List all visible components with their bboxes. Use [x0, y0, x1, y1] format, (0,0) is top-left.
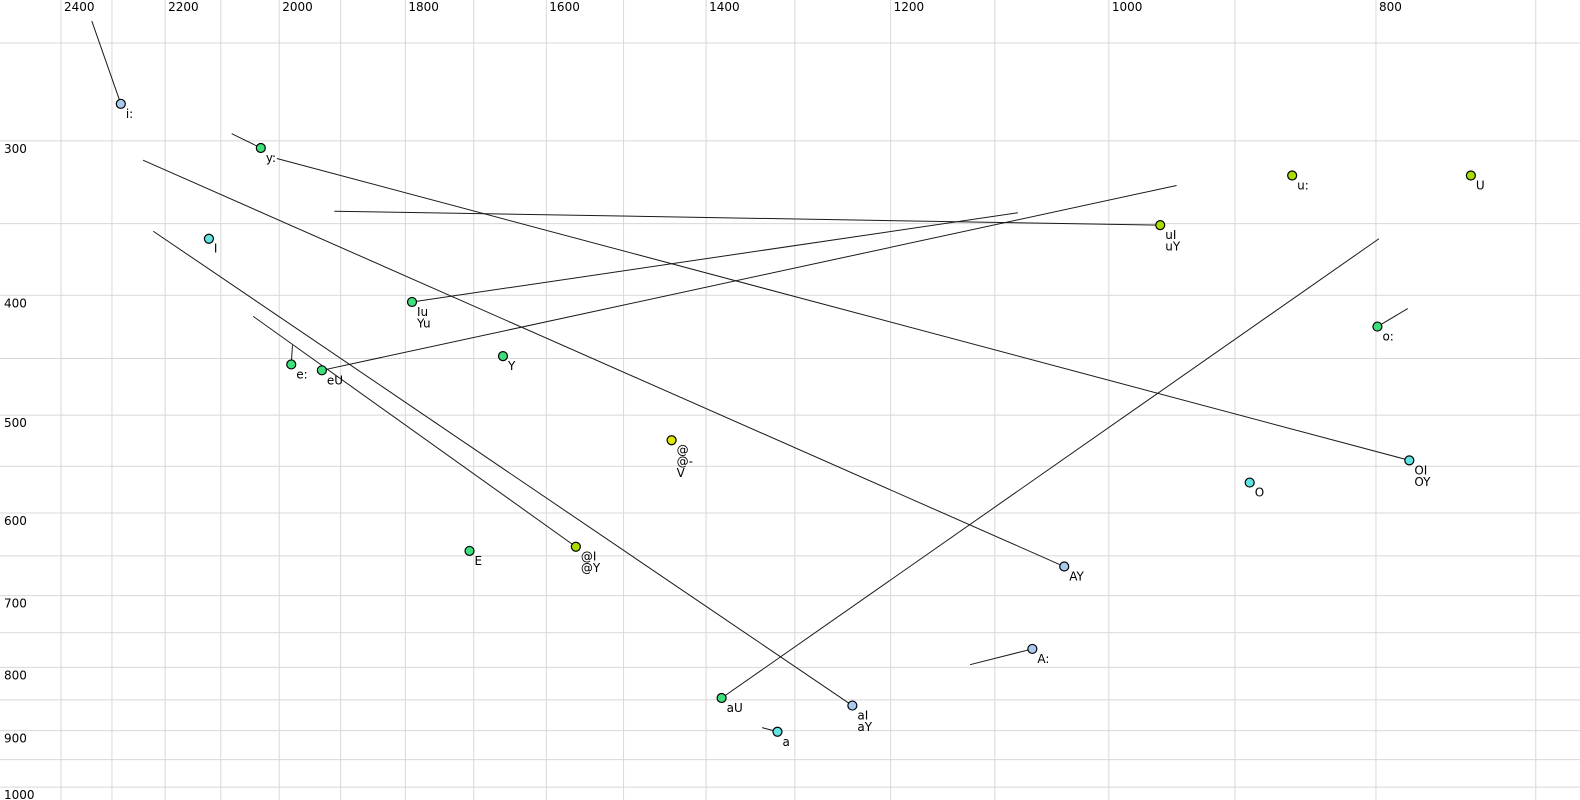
glide-line-@I [252, 315, 577, 548]
vowel-dot-E [464, 545, 475, 557]
x-tick-label-2400: 2400 [64, 0, 95, 14]
glide-line-aI [152, 230, 853, 706]
x-tick-label-1000: 1000 [1112, 0, 1143, 14]
y-tick-label-400: 400 [4, 296, 27, 310]
vowel-label-@: @ [677, 443, 689, 457]
vowel-label-Y: Y [507, 359, 516, 373]
glide-line-AY [142, 159, 1065, 567]
glide-line-A: [969, 648, 1033, 666]
y-tick-label-1000: 1000 [4, 788, 35, 800]
vowel-label-o:: o: [1382, 330, 1393, 344]
vowel-dot-AY [1059, 561, 1070, 572]
glide-line-eU [321, 184, 1177, 371]
vowel-label-aU: aU [727, 701, 743, 715]
vowel-label-@-: @- [677, 455, 693, 469]
vowel-dot-O [1244, 477, 1255, 488]
y-tick-label-600: 600 [4, 514, 27, 528]
glide-line-OI [276, 157, 1410, 461]
vowel-dot-Iu [406, 296, 418, 308]
x-tick-label-2000: 2000 [282, 0, 313, 14]
vowel-dot-U [1465, 170, 1476, 181]
x-tick-label-1600: 1600 [549, 0, 580, 14]
vowel-label-OY: OY [1414, 475, 1431, 489]
vowel-dot-y: [255, 142, 266, 154]
vowel-label-@Y: @Y [581, 561, 601, 575]
vowel-label-aI: aI [857, 709, 868, 723]
vowel-dot-@I [570, 541, 581, 552]
vowel-label-I: I [214, 242, 218, 256]
vowel-label-uI: uI [1165, 228, 1176, 242]
vowel-label-O: O [1255, 486, 1264, 500]
x-tick-label-1800: 1800 [408, 0, 439, 14]
vowel-label-Yu: Yu [416, 316, 431, 330]
vowel-label-OI: OI [1414, 463, 1427, 477]
vowel-label-AY: AY [1069, 570, 1084, 584]
vowel-dot-eU [316, 365, 327, 376]
vowel-label-e:: e: [296, 367, 307, 381]
vowel-label-i:: i: [126, 107, 133, 121]
y-tick-label-300: 300 [4, 142, 27, 156]
y-tick-label-900: 900 [4, 732, 27, 746]
vowel-label-a: a [782, 735, 789, 749]
vowel-dot-I [203, 233, 215, 244]
vowel-dot-a [772, 726, 783, 737]
glide-line-Iu [411, 212, 1018, 303]
vowel-dot-@ [666, 435, 677, 446]
vowel-dot-u: [1287, 170, 1298, 181]
glide-line-aU [721, 238, 1380, 699]
vowel-dot-OI [1404, 455, 1415, 466]
x-tick-label-2200: 2200 [168, 0, 199, 14]
vowel-label-y:: y: [266, 151, 276, 165]
y-tick-label-700: 700 [4, 597, 27, 611]
glide-line-i: [91, 20, 122, 104]
vowel-label-eU: eU [327, 373, 343, 387]
y-tick-label-800: 800 [4, 668, 27, 682]
vowel-label-E: E [475, 554, 483, 568]
y-tick-label-500: 500 [4, 416, 27, 430]
vowel-dot-e: [286, 359, 297, 370]
vowel-dot-A: [1027, 643, 1038, 655]
x-tick-label-1400: 1400 [709, 0, 740, 14]
vowel-label-u:: u: [1297, 179, 1309, 193]
vowel-dot-i: [115, 98, 126, 109]
vowel-label-A:: A: [1037, 652, 1049, 666]
vowel-dot-aI [847, 700, 858, 711]
vowel-label-U: U [1476, 179, 1485, 193]
vowel-label-@I: @I [581, 550, 597, 564]
glide-line-uI [334, 210, 1161, 226]
vowel-label-uY: uY [1165, 240, 1181, 254]
glide-line-o: [1377, 308, 1409, 328]
vowel-label-V: V [677, 466, 686, 480]
x-tick-label-1200: 1200 [894, 0, 925, 14]
vowel-dot-aU [716, 692, 727, 704]
vowel-dot-uI [1155, 220, 1166, 231]
glide-line-y: [231, 133, 262, 149]
vowel-dot-o: [1372, 321, 1383, 332]
vowel-dot-Y [497, 351, 509, 362]
vowel-label-aY: aY [857, 720, 872, 734]
vowel-label-Iu: Iu [417, 305, 428, 319]
x-tick-label-800: 800 [1379, 0, 1402, 14]
